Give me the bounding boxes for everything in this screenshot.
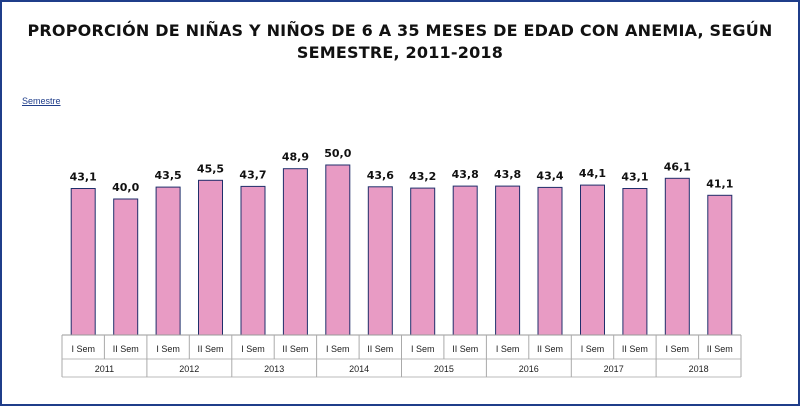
x-tick-label: II Sem [367, 344, 393, 354]
bar [113, 198, 139, 336]
bar-value-label: 43,8 [494, 168, 521, 181]
bar [367, 186, 393, 336]
bar [452, 185, 478, 336]
x-tick-label: II Sem [113, 344, 139, 354]
chart-title-line-1: PROPORCIÓN DE NIÑAS Y NIÑOS DE 6 A 35 ME… [27, 21, 773, 40]
bar-value-label: 43,7 [239, 168, 266, 181]
x-tick-label: II Sem [622, 344, 648, 354]
bar [70, 188, 96, 336]
bar [410, 187, 436, 336]
x-tick-label: II Sem [707, 344, 733, 354]
bar-value-label: 41,1 [706, 177, 733, 190]
x-tick-label: I Sem [496, 344, 520, 354]
bar [537, 186, 563, 336]
semestre-link[interactable]: Semestre [22, 96, 61, 106]
x-tick-label: I Sem [581, 344, 605, 354]
bar-value-label: 43,1 [70, 171, 97, 184]
bar [155, 186, 181, 336]
bar [198, 179, 223, 336]
bar-value-label: 43,1 [621, 171, 648, 184]
x-tick-label: II Sem [197, 344, 223, 354]
bar-value-label: 50,0 [324, 147, 351, 160]
year-label: 2018 [689, 364, 709, 374]
bar-value-label: 43,4 [536, 169, 563, 182]
year-label: 2015 [434, 364, 454, 374]
x-tick-label: I Sem [241, 344, 265, 354]
bar [707, 194, 733, 336]
bar-value-label: 45,5 [197, 162, 224, 175]
bar-value-label: 48,9 [282, 151, 309, 164]
bar [622, 188, 648, 336]
bar-value-label: 46,1 [664, 160, 691, 173]
year-label: 2016 [519, 364, 539, 374]
x-tick-label: II Sem [537, 344, 563, 354]
x-tick-label: I Sem [326, 344, 350, 354]
bar-value-label: 43,6 [367, 169, 394, 182]
x-tick-label: I Sem [666, 344, 690, 354]
bar [325, 164, 351, 336]
bar-value-label: 44,1 [579, 167, 606, 180]
bar [240, 185, 266, 336]
x-tick-label: I Sem [411, 344, 435, 354]
year-label: 2017 [604, 364, 624, 374]
bar-value-label: 43,8 [452, 168, 479, 181]
chart-title-line-2: SEMESTRE, 2011-2018 [296, 43, 504, 62]
x-tick-label: I Sem [156, 344, 180, 354]
bar [495, 185, 521, 336]
year-label: 2011 [95, 364, 114, 374]
year-label: 2014 [349, 364, 369, 374]
chart-title: PROPORCIÓN DE NIÑAS Y NIÑOS DE 6 A 35 ME… [0, 20, 800, 64]
bar-value-label: 43,2 [409, 170, 436, 183]
bar-value-label: 43,5 [155, 169, 182, 182]
year-label: 2012 [179, 364, 199, 374]
bar [580, 184, 605, 336]
bar-value-label: 40,0 [112, 181, 139, 194]
bar [664, 177, 690, 336]
year-label: 2013 [264, 364, 284, 374]
x-tick-label: II Sem [282, 344, 308, 354]
bar [282, 168, 308, 336]
x-tick-label: II Sem [452, 344, 478, 354]
x-tick-label: I Sem [71, 344, 95, 354]
